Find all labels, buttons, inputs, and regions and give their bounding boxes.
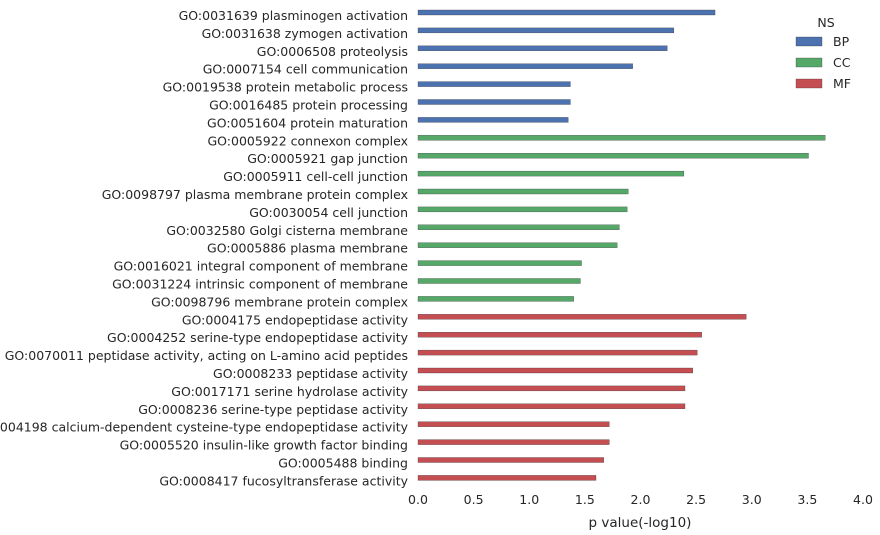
category-label: GO:0098797 plasma membrane protein compl… — [102, 187, 408, 202]
category-label: GO:0006508 proteolysis — [257, 44, 408, 59]
legend-title: NS — [817, 15, 834, 30]
x-tick-label: 0.0 — [408, 492, 428, 507]
bar-bp — [417, 99, 571, 105]
bar-cc — [417, 135, 826, 141]
category-label: GO:0005520 insulin-like growth factor bi… — [120, 438, 408, 453]
bar-mf — [417, 457, 604, 463]
legend-swatch-mf — [795, 78, 823, 89]
x-tick-label: 3.0 — [742, 492, 762, 507]
bar-cc — [417, 296, 574, 302]
bar-bp — [417, 117, 569, 123]
bar-mf — [417, 385, 686, 392]
category-label: GO:0004175 endopeptidase activity — [182, 312, 409, 327]
x-tick-label: 3.5 — [797, 492, 817, 507]
bars-group — [417, 9, 826, 481]
category-label: GO:0031638 zymogen activation — [202, 26, 408, 41]
bar-cc — [417, 170, 685, 177]
category-label: GO:0016485 protein processing — [209, 98, 408, 113]
category-label: GO:0070011 peptidase activity, acting on… — [5, 348, 408, 363]
bar-cc — [417, 260, 582, 266]
x-axis-label: p value(-log10) — [589, 515, 692, 531]
category-label: GO:0098796 membrane protein complex — [151, 294, 408, 309]
bar-bp — [417, 63, 633, 69]
bar-cc — [417, 242, 618, 248]
bar-mf — [417, 439, 610, 445]
category-label: GO:0016021 integral component of membran… — [114, 259, 409, 274]
x-tick-label: 2.5 — [686, 492, 706, 507]
legend-swatch-bp — [795, 36, 823, 47]
category-label: GO:0005886 plasma membrane — [207, 241, 408, 256]
bar-cc — [417, 206, 628, 213]
bar-mf — [417, 475, 597, 481]
category-label: GO:0051604 protein maturation — [207, 115, 408, 130]
bar-bp — [417, 9, 716, 16]
category-label: GO:0005922 connexon complex — [207, 133, 408, 148]
category-label: GO:0005911 cell-cell junction — [223, 169, 408, 184]
x-tick-label: 1.5 — [575, 492, 595, 507]
category-label: GO:0005921 gap junction — [247, 151, 408, 166]
bar-mf — [417, 332, 702, 338]
bar-mf — [417, 349, 698, 356]
category-label: GO:0031224 intrinsic component of membra… — [112, 277, 408, 292]
legend: NS BP CC MF — [795, 15, 851, 91]
legend-label-bp: BP — [833, 34, 850, 49]
legend-label-mf: MF — [833, 76, 851, 91]
category-label: GO:0008233 peptidase activity — [213, 366, 409, 381]
category-label: GO:0017171 serine hydrolase activity — [171, 384, 408, 399]
category-label: GO:0005488 binding — [278, 456, 408, 471]
category-labels-group: GO:0031639 plasminogen activation GO:0031… — [0, 8, 409, 488]
bar-bp — [417, 27, 675, 34]
bar-cc — [417, 224, 620, 230]
bar-mf — [417, 421, 610, 427]
bar-mf — [417, 403, 686, 409]
bar-mf — [417, 367, 693, 374]
x-tick-label: 1.0 — [519, 492, 539, 507]
category-label: GO:0008236 serine-type peptidase activit… — [138, 402, 408, 417]
bar-cc — [417, 153, 809, 159]
x-tick-labels-group: 0.0 0.5 1.0 1.5 2.0 2.5 3.0 3.5 4.0 — [408, 492, 873, 507]
bar-mf — [417, 314, 747, 320]
bar-cc — [417, 188, 629, 195]
category-label: GO:0004252 serine-type endopeptidase act… — [107, 330, 409, 345]
category-label: GO:0008417 fucosyltransferase activity — [159, 473, 408, 488]
bar-cc — [417, 278, 581, 284]
x-tick-label: 2.0 — [631, 492, 651, 507]
category-label: GO:0032580 Golgi cisterna membrane — [166, 223, 408, 238]
bar-bp — [417, 81, 571, 87]
category-label: GO:0007154 cell communication — [203, 62, 408, 77]
legend-label-cc: CC — [833, 55, 851, 70]
legend-swatch-cc — [795, 57, 823, 68]
x-tick-label: 0.5 — [464, 492, 484, 507]
x-tick-label: 4.0 — [853, 492, 873, 507]
bar-bp — [417, 45, 668, 51]
category-label: GO:0004198 calcium-dependent cysteine-ty… — [0, 420, 409, 435]
category-label: GO:0031639 plasminogen activation — [179, 8, 408, 23]
category-label: GO:0019538 protein metabolic process — [163, 80, 408, 95]
category-label: GO:0030054 cell junction — [249, 205, 408, 220]
